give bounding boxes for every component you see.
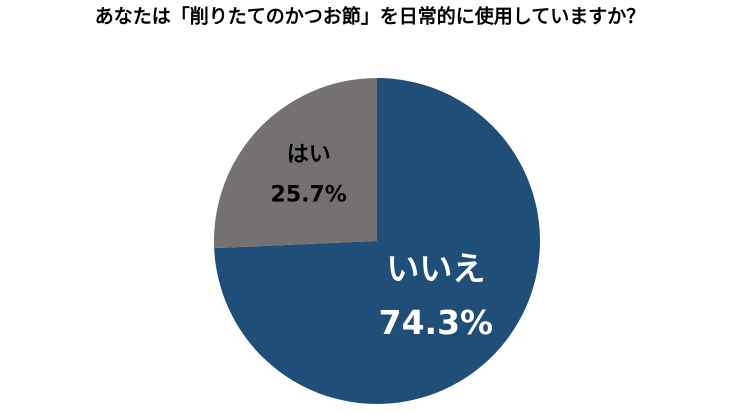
value-label: 25.7% [271, 183, 347, 208]
slice-label: いいえ [386, 249, 485, 288]
pie-slice [214, 78, 377, 249]
pie-slice [214, 78, 540, 404]
value-label: 74.3% [379, 303, 494, 342]
chart-title: あなたは「削りたてのかつお節」を日常的に使用していますか？ [95, 5, 645, 28]
slice-label: はい [287, 143, 331, 168]
